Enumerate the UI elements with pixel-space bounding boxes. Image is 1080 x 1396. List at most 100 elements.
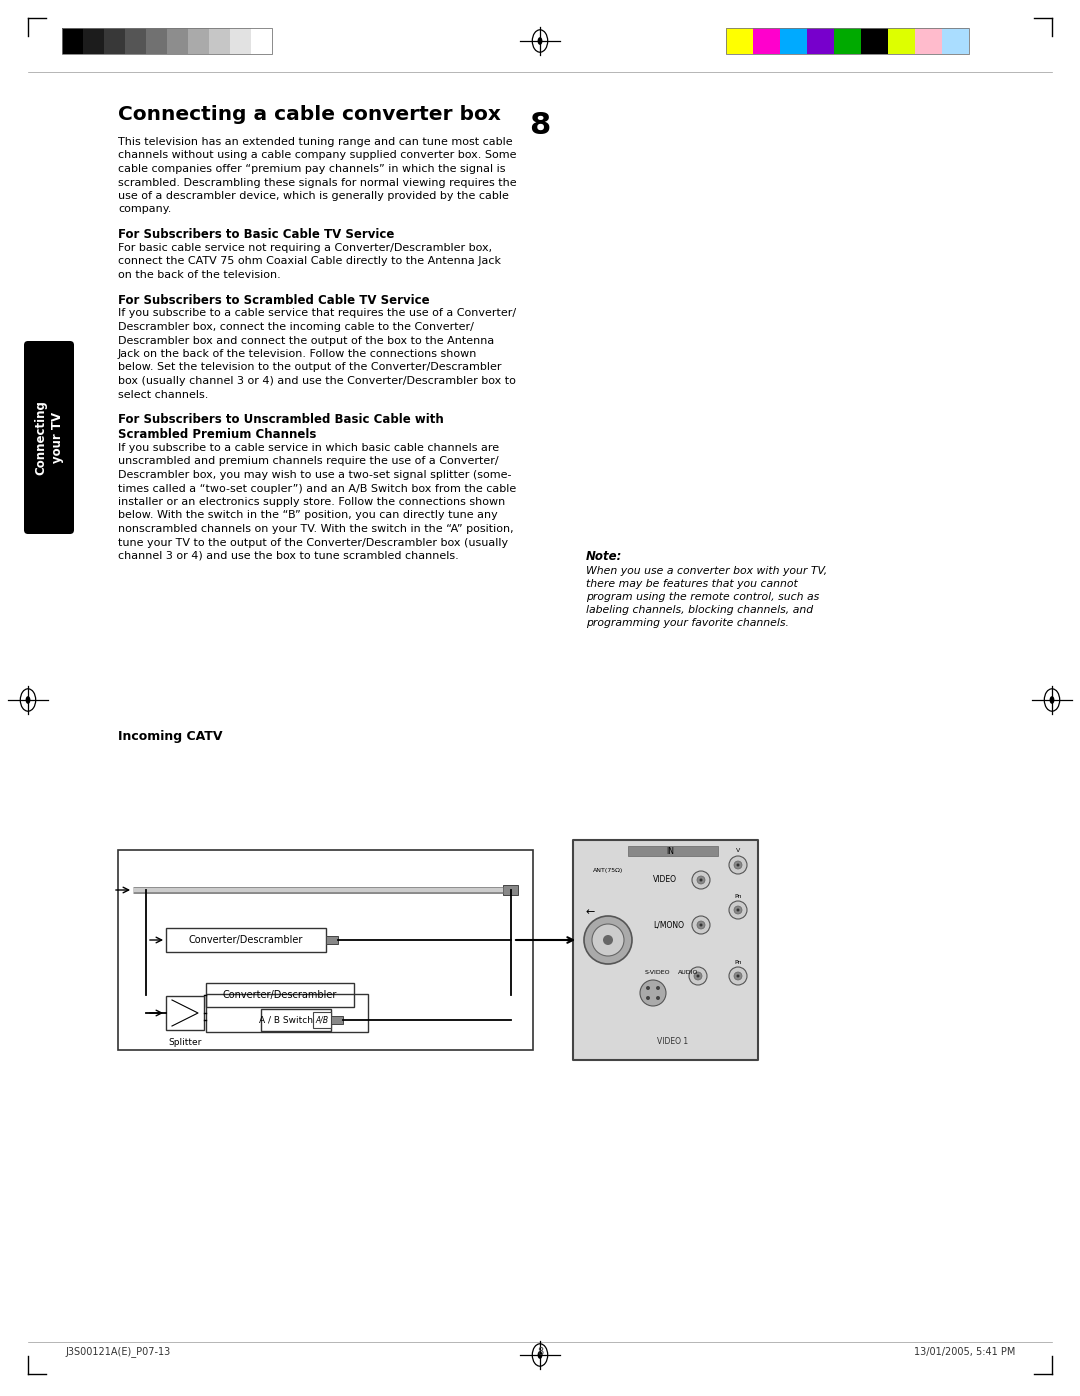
- Bar: [62, 28, 272, 54]
- Text: IN: IN: [666, 846, 675, 856]
- Text: Note:: Note:: [586, 550, 622, 563]
- Circle shape: [692, 871, 710, 889]
- Text: AUDIO: AUDIO: [678, 970, 699, 976]
- Text: there may be features that you cannot: there may be features that you cannot: [586, 579, 798, 589]
- Bar: [942, 28, 969, 54]
- Circle shape: [692, 916, 710, 934]
- Text: company.: company.: [118, 204, 172, 215]
- Bar: [807, 28, 834, 54]
- Circle shape: [729, 967, 747, 986]
- Text: For Subscribers to Unscrambled Basic Cable with: For Subscribers to Unscrambled Basic Cab…: [118, 413, 444, 426]
- Bar: [166, 995, 204, 1030]
- Text: ←: ←: [585, 907, 595, 917]
- Circle shape: [700, 878, 702, 881]
- Bar: [834, 28, 861, 54]
- Text: If you subscribe to a cable service that requires the use of a Converter/: If you subscribe to a cable service that…: [118, 309, 516, 318]
- Bar: [627, 846, 718, 856]
- Circle shape: [640, 980, 666, 1007]
- Ellipse shape: [26, 697, 30, 704]
- FancyBboxPatch shape: [24, 341, 75, 535]
- Text: Converter/Descrambler: Converter/Descrambler: [189, 935, 303, 945]
- Bar: [206, 994, 368, 1032]
- Text: Splitter: Splitter: [168, 1039, 202, 1047]
- Circle shape: [689, 967, 707, 986]
- Bar: [861, 28, 888, 54]
- Text: J3S00121A(E)_P07-13: J3S00121A(E)_P07-13: [65, 1347, 171, 1357]
- Text: ANT(75Ω): ANT(75Ω): [593, 868, 623, 872]
- Text: 8: 8: [529, 112, 551, 141]
- Bar: [206, 983, 354, 1007]
- Text: This television has an extended tuning range and can tune most cable: This television has an extended tuning r…: [118, 137, 513, 147]
- Bar: [104, 28, 125, 54]
- Text: 8: 8: [537, 1347, 543, 1357]
- Bar: [83, 28, 104, 54]
- Text: Descrambler box, you may wish to use a two-set signal splitter (some-: Descrambler box, you may wish to use a t…: [118, 470, 512, 480]
- Text: 13/01/2005, 5:41 PM: 13/01/2005, 5:41 PM: [914, 1347, 1015, 1357]
- Text: tune your TV to the output of the Converter/Descrambler box (usually: tune your TV to the output of the Conver…: [118, 537, 508, 547]
- Circle shape: [697, 921, 705, 928]
- Text: S-VIDEO: S-VIDEO: [645, 970, 671, 976]
- Text: unscrambled and premium channels require the use of a Converter/: unscrambled and premium channels require…: [118, 456, 499, 466]
- Bar: [118, 850, 534, 1050]
- Bar: [230, 28, 251, 54]
- Circle shape: [646, 986, 650, 990]
- Text: labeling channels, blocking channels, and: labeling channels, blocking channels, an…: [586, 604, 813, 616]
- Circle shape: [737, 974, 740, 977]
- Text: VIDEO 1: VIDEO 1: [658, 1037, 689, 1047]
- Text: program using the remote control, such as: program using the remote control, such a…: [586, 592, 820, 602]
- Bar: [503, 885, 518, 895]
- Circle shape: [700, 924, 702, 927]
- Bar: [167, 28, 188, 54]
- Text: programming your favorite channels.: programming your favorite channels.: [586, 618, 789, 628]
- Circle shape: [584, 916, 632, 965]
- Bar: [330, 1016, 343, 1025]
- Text: connect the CATV 75 ohm Coaxial Cable directly to the Antenna Jack: connect the CATV 75 ohm Coaxial Cable di…: [118, 257, 501, 267]
- Text: Incoming CATV: Incoming CATV: [118, 730, 222, 743]
- Circle shape: [729, 856, 747, 874]
- Bar: [146, 28, 167, 54]
- Bar: [915, 28, 942, 54]
- Text: When you use a converter box with your TV,: When you use a converter box with your T…: [586, 565, 827, 577]
- Bar: [326, 935, 338, 944]
- Circle shape: [697, 877, 705, 884]
- Bar: [251, 28, 272, 54]
- Ellipse shape: [538, 1351, 542, 1358]
- Text: Converter/Descrambler: Converter/Descrambler: [222, 990, 337, 1000]
- Bar: [313, 1012, 330, 1027]
- Text: channel 3 or 4) and use the box to tune scrambled channels.: channel 3 or 4) and use the box to tune …: [118, 551, 459, 561]
- Bar: [62, 28, 83, 54]
- Text: V: V: [735, 847, 740, 853]
- Text: Connecting
your TV: Connecting your TV: [33, 401, 64, 475]
- Text: installer or an electronics supply store. Follow the connections shown: installer or an electronics supply store…: [118, 497, 505, 507]
- Circle shape: [592, 924, 624, 956]
- Bar: [753, 28, 780, 54]
- Text: VIDEO: VIDEO: [653, 875, 677, 885]
- Circle shape: [729, 900, 747, 919]
- Bar: [125, 28, 146, 54]
- Text: Descrambler box and connect the output of the box to the Antenna: Descrambler box and connect the output o…: [118, 335, 495, 345]
- Text: scrambled. Descrambling these signals for normal viewing requires the: scrambled. Descrambling these signals fo…: [118, 177, 516, 187]
- Bar: [888, 28, 915, 54]
- Text: Descrambler box, connect the incoming cable to the Converter/: Descrambler box, connect the incoming ca…: [118, 322, 474, 332]
- Text: on the back of the television.: on the back of the television.: [118, 269, 281, 281]
- Text: use of a descrambler device, which is generally provided by the cable: use of a descrambler device, which is ge…: [118, 191, 509, 201]
- Text: Pn: Pn: [734, 895, 742, 899]
- Text: select channels.: select channels.: [118, 389, 208, 399]
- Bar: [188, 28, 210, 54]
- Text: times called a “two-set coupler”) and an A/B Switch box from the cable: times called a “two-set coupler”) and an…: [118, 483, 516, 494]
- Text: channels without using a cable company supplied converter box. Some: channels without using a cable company s…: [118, 151, 516, 161]
- Circle shape: [656, 986, 660, 990]
- Bar: [573, 840, 758, 1060]
- Bar: [726, 28, 753, 54]
- Circle shape: [737, 864, 740, 867]
- Bar: [780, 28, 807, 54]
- Text: L/MONO: L/MONO: [653, 920, 684, 930]
- Ellipse shape: [1050, 697, 1054, 704]
- Text: Jack on the back of the television. Follow the connections shown: Jack on the back of the television. Foll…: [118, 349, 477, 359]
- Text: box (usually channel 3 or 4) and use the Converter/Descrambler box to: box (usually channel 3 or 4) and use the…: [118, 376, 516, 387]
- Circle shape: [646, 995, 650, 1000]
- Text: nonscrambled channels on your TV. With the switch in the “A” position,: nonscrambled channels on your TV. With t…: [118, 524, 514, 535]
- Circle shape: [734, 861, 742, 868]
- Text: cable companies offer “premium pay channels” in which the signal is: cable companies offer “premium pay chann…: [118, 163, 505, 174]
- Ellipse shape: [538, 38, 542, 45]
